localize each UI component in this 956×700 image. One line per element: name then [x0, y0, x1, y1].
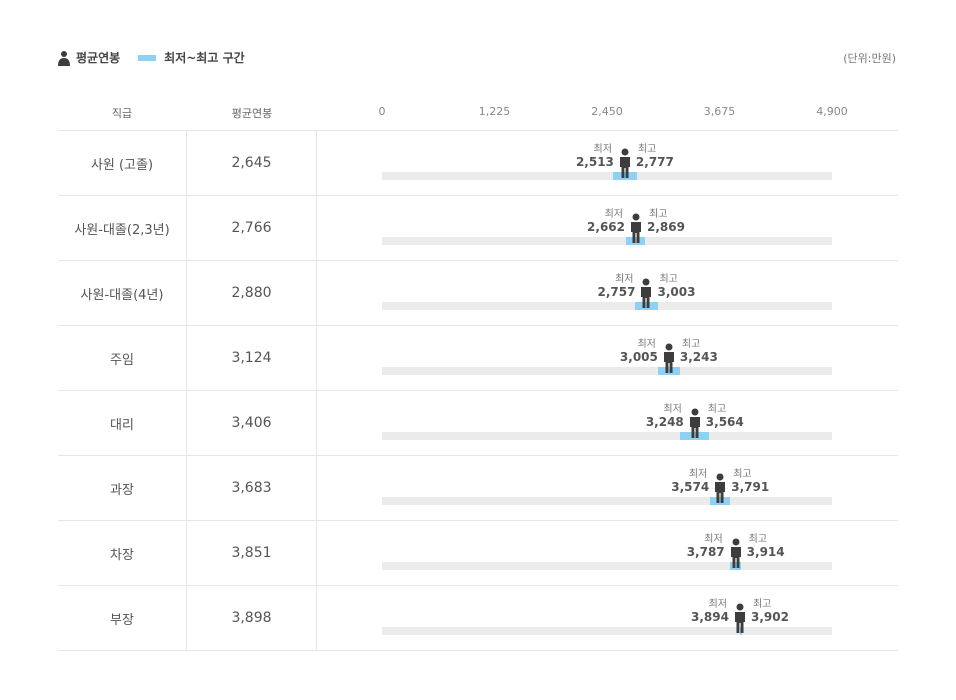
min-value-label: 3,894 [691, 610, 729, 624]
x-tick-label: 0 [378, 105, 386, 118]
avg-marker-person-icon [631, 213, 642, 243]
range-track [382, 562, 832, 570]
table-row: 부장 3,898 최저 3,894 최고 3,902 [58, 586, 898, 651]
table-row: 차장 3,851 최저 3,787 최고 3,914 [58, 521, 898, 586]
range-track [382, 432, 832, 440]
min-label: 최저 [688, 469, 708, 480]
table-row: 과장 3,683 최저 3,574 최고 3,791 [58, 456, 898, 521]
avg-marker-person-icon [715, 473, 726, 503]
person-icon [58, 50, 70, 66]
x-tick-label: 2,450 [591, 105, 623, 118]
range-track [382, 367, 832, 375]
max-label: 최고 [659, 274, 678, 285]
legend-avg-label: 평균연봉 [76, 51, 121, 65]
salary-range-bar [710, 497, 731, 505]
max-value-label: 3,003 [657, 285, 696, 299]
range-track [382, 237, 832, 245]
range-track [382, 172, 832, 180]
max-value-label: 3,902 [750, 610, 789, 624]
salary-range-bar [626, 237, 646, 245]
header-row: 직급 평균연봉 0 1,225 2,450 3,675 4,900 [58, 96, 898, 131]
chart-rows: 사원 (고졸) 2,645 최저 2,513 최고 2,777 사원-대졸(2,3년) 2,7… [58, 131, 898, 651]
table-row: 사원-대졸(4년) 2,880 최저 2,757 최고 3,003 [58, 261, 898, 326]
grade-cell: 사원-대졸(2,3년) [58, 196, 187, 260]
min-value-label: 3,005 [619, 350, 658, 364]
salary-range-bar [657, 367, 680, 375]
grade-cell: 부장 [58, 586, 187, 650]
max-label: 최고 [752, 599, 772, 610]
min-label: 최저 [637, 339, 656, 350]
max-label: 최고 [707, 404, 727, 415]
avg-marker-person-icon [663, 343, 674, 373]
legend: 평균연봉 최저~최고 구간 [58, 49, 245, 66]
avg-salary-cell: 3,851 [187, 521, 317, 585]
avg-salary-cell: 2,645 [187, 131, 317, 195]
min-value-label: 3,574 [671, 480, 710, 494]
min-value-label: 2,757 [597, 285, 636, 299]
min-value-label: 2,513 [575, 155, 614, 169]
range-track [382, 302, 832, 310]
min-label: 최저 [593, 144, 612, 155]
max-value-label: 3,564 [705, 415, 744, 429]
salary-range-chart: 직급 평균연봉 0 1,225 2,450 3,675 4,900 사원 (고졸) 2,6… [58, 96, 898, 651]
range-track [382, 497, 832, 505]
max-label: 최고 [681, 339, 701, 350]
max-label: 최고 [649, 209, 668, 220]
avg-marker-person-icon [689, 408, 700, 438]
min-label: 최저 [615, 274, 634, 285]
avg-marker-person-icon [619, 148, 630, 178]
max-value-label: 2,777 [635, 155, 674, 169]
x-tick-label: 1,225 [478, 105, 511, 118]
x-tick-label: 4,900 [816, 105, 848, 118]
avg-salary-cell: 2,880 [187, 261, 317, 325]
max-value-label: 3,914 [746, 545, 785, 559]
header-avg: 평균연봉 [231, 107, 273, 120]
table-row: 사원-대졸(2,3년) 2,766 최저 2,662 최고 2,869 [58, 196, 898, 261]
grade-cell: 과장 [58, 456, 187, 520]
avg-salary-cell: 3,683 [187, 456, 317, 520]
max-label: 최고 [733, 469, 752, 480]
min-label: 최저 [604, 209, 624, 220]
min-value-label: 2,662 [587, 220, 626, 234]
x-tick-label: 3,675 [703, 105, 736, 118]
min-label: 최저 [708, 599, 727, 610]
avg-marker-person-icon [734, 603, 745, 633]
avg-salary-cell: 3,898 [187, 586, 317, 650]
min-label: 최저 [704, 534, 723, 545]
table-row: 주임 3,124 최저 3,005 최고 3,243 [58, 326, 898, 391]
legend-range-label: 최저~최고 구간 [164, 51, 245, 65]
avg-marker-person-icon [730, 538, 741, 568]
salary-range-bar [680, 432, 710, 440]
grade-cell: 차장 [58, 521, 187, 585]
header-grade: 직급 [111, 107, 133, 120]
grade-cell: 사원-대졸(4년) [58, 261, 187, 325]
max-label: 최고 [637, 144, 657, 155]
max-value-label: 3,243 [679, 350, 718, 364]
max-value-label: 2,869 [647, 220, 685, 234]
avg-salary-cell: 3,406 [187, 391, 317, 455]
salary-range-bar [635, 302, 658, 310]
grade-cell: 사원 (고졸) [58, 131, 187, 195]
grade-cell: 주임 [58, 326, 187, 390]
table-row: 사원 (고졸) 2,645 최저 2,513 최고 2,777 [58, 131, 898, 196]
max-label: 최고 [748, 534, 768, 545]
avg-salary-cell: 3,124 [187, 326, 317, 390]
grade-cell: 대리 [58, 391, 187, 455]
max-value-label: 3,791 [731, 480, 770, 494]
salary-range-bar [612, 172, 638, 180]
table-row: 대리 3,406 최저 3,248 최고 3,564 [58, 391, 898, 456]
salary-range-bar [729, 562, 742, 570]
min-value-label: 3,787 [686, 545, 725, 559]
legend-range-swatch [138, 54, 157, 61]
unit-label: (단위:만원) [843, 52, 896, 65]
avg-salary-cell: 2,766 [187, 196, 317, 260]
min-value-label: 3,248 [645, 415, 684, 429]
min-label: 최저 [663, 404, 682, 415]
range-track [382, 627, 832, 635]
avg-marker-person-icon [641, 278, 652, 308]
